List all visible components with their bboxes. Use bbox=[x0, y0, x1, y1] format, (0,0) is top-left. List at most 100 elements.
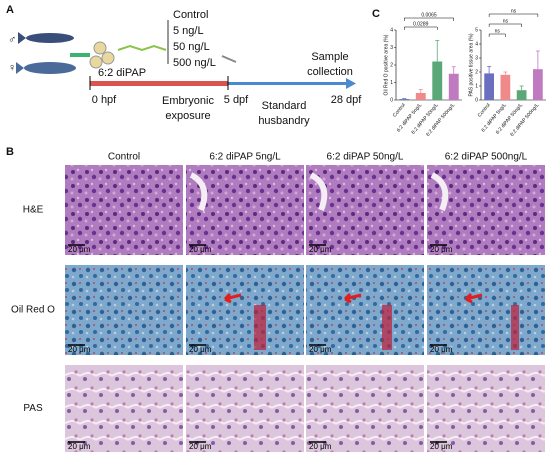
embryo bbox=[89, 55, 103, 69]
y-tick-label: 1 bbox=[390, 80, 393, 86]
compound: 6:2 diPAP bbox=[98, 67, 146, 79]
y-tick-label: 0 bbox=[475, 97, 478, 103]
y-tick-label: 4 bbox=[475, 41, 478, 47]
significance-bracket bbox=[488, 33, 506, 37]
micrograph bbox=[65, 365, 183, 452]
significance-label: ns bbox=[511, 8, 517, 14]
micrograph bbox=[306, 165, 424, 255]
arrow bbox=[464, 292, 483, 304]
fish-tail bbox=[16, 62, 24, 74]
row-label: H&E bbox=[23, 205, 44, 216]
significance-label: 0.0065 bbox=[421, 12, 437, 18]
column-header: 6:2 diPAP 5ng/L bbox=[209, 152, 281, 163]
y-tick-label: 1 bbox=[475, 83, 478, 89]
scale-bar-label: 20 μm bbox=[68, 442, 91, 451]
y-tick-label: 2 bbox=[475, 69, 478, 75]
time: 5 dpf bbox=[224, 94, 249, 106]
significance-bracket bbox=[488, 23, 522, 27]
embryo bbox=[93, 41, 107, 55]
row-label: Oil Red O bbox=[11, 305, 55, 316]
significance-label: 0.0289 bbox=[413, 21, 429, 27]
y-axis-label: PAS positive tissue area (%) bbox=[468, 33, 474, 96]
significance-bracket bbox=[488, 13, 539, 17]
significance-bracket bbox=[404, 26, 438, 30]
time: 28 dpf bbox=[331, 94, 363, 106]
arrow bbox=[223, 292, 242, 304]
pipette bbox=[221, 55, 237, 63]
phase: Embryonic bbox=[162, 95, 214, 107]
phase: Standard bbox=[262, 100, 307, 112]
conc: Control bbox=[173, 9, 208, 21]
error-bar bbox=[402, 98, 407, 100]
bar bbox=[533, 69, 543, 100]
scale-bar-label: 20 μm bbox=[309, 442, 332, 451]
x-tick-label: Control bbox=[477, 102, 492, 118]
micrograph bbox=[427, 165, 545, 255]
scale-bar-label: 20 μm bbox=[309, 245, 332, 254]
fish bbox=[24, 62, 76, 74]
scale-bar-label: 20 μm bbox=[430, 442, 453, 451]
y-tick-label: 2 bbox=[390, 62, 393, 68]
conc: 5 ng/L bbox=[173, 25, 204, 37]
scale-bar-label: 20 μm bbox=[430, 345, 453, 354]
bar bbox=[500, 74, 511, 100]
phase: husbandry bbox=[258, 115, 310, 127]
y-tick-label: 0 bbox=[390, 97, 393, 103]
phase: collection bbox=[307, 66, 353, 78]
micrograph bbox=[186, 165, 304, 255]
micrograph bbox=[306, 265, 424, 355]
tissue-gap bbox=[189, 172, 208, 212]
bar bbox=[448, 73, 459, 100]
lipid-stain bbox=[254, 305, 266, 350]
bar bbox=[484, 73, 494, 100]
column-header: 6:2 diPAP 500ng/L bbox=[445, 152, 528, 163]
y-tick-label: 4 bbox=[390, 27, 393, 33]
timeline-husbandry bbox=[228, 82, 348, 85]
phase: Sample bbox=[311, 51, 348, 63]
micrograph bbox=[65, 265, 183, 355]
bar bbox=[415, 93, 426, 100]
molecule bbox=[117, 44, 167, 52]
fish bbox=[26, 33, 74, 43]
bar bbox=[399, 99, 410, 100]
scale-bar-label: 20 μm bbox=[430, 245, 453, 254]
error-bar bbox=[535, 50, 540, 70]
y-tick-label: 3 bbox=[390, 45, 393, 51]
arrow-head bbox=[346, 78, 356, 89]
micrograph bbox=[186, 365, 304, 452]
micrograph bbox=[65, 165, 183, 255]
panel-label: C bbox=[372, 8, 380, 20]
column-header: Control bbox=[108, 152, 140, 163]
y-tick-label: 3 bbox=[475, 55, 478, 61]
y-axis-label: Oil Red O positive area (%) bbox=[383, 34, 389, 95]
error-bar bbox=[418, 89, 423, 93]
scale-bar-label: 20 μm bbox=[68, 345, 91, 354]
fish-tail bbox=[18, 32, 26, 44]
significance-label: ns bbox=[495, 28, 501, 34]
micrograph bbox=[427, 265, 545, 355]
embryo bbox=[101, 51, 115, 65]
conc: 50 ng/L bbox=[173, 41, 210, 53]
x-tick-label: Control bbox=[392, 102, 407, 118]
row-label: PAS bbox=[23, 403, 43, 414]
error-bar bbox=[451, 66, 456, 74]
female-symbol: ♀ bbox=[8, 62, 16, 74]
tissue-gap bbox=[309, 172, 328, 212]
panel-label: B bbox=[6, 146, 14, 158]
error-bar bbox=[519, 85, 524, 91]
scale-bar-label: 20 μm bbox=[309, 345, 332, 354]
scale-bar-label: 20 μm bbox=[68, 245, 91, 254]
scale-bar-label: 20 μm bbox=[189, 345, 212, 354]
bar bbox=[516, 90, 527, 100]
error-bar bbox=[503, 71, 508, 75]
micrograph bbox=[306, 365, 424, 452]
micrograph bbox=[186, 265, 304, 355]
lipid-stain bbox=[382, 305, 392, 350]
bar bbox=[432, 61, 443, 100]
time: 0 hpf bbox=[92, 94, 117, 106]
scale-bar-label: 20 μm bbox=[189, 245, 212, 254]
timeline-exposure bbox=[90, 81, 228, 86]
lipid-stain bbox=[511, 305, 519, 350]
significance-bracket bbox=[404, 17, 454, 21]
